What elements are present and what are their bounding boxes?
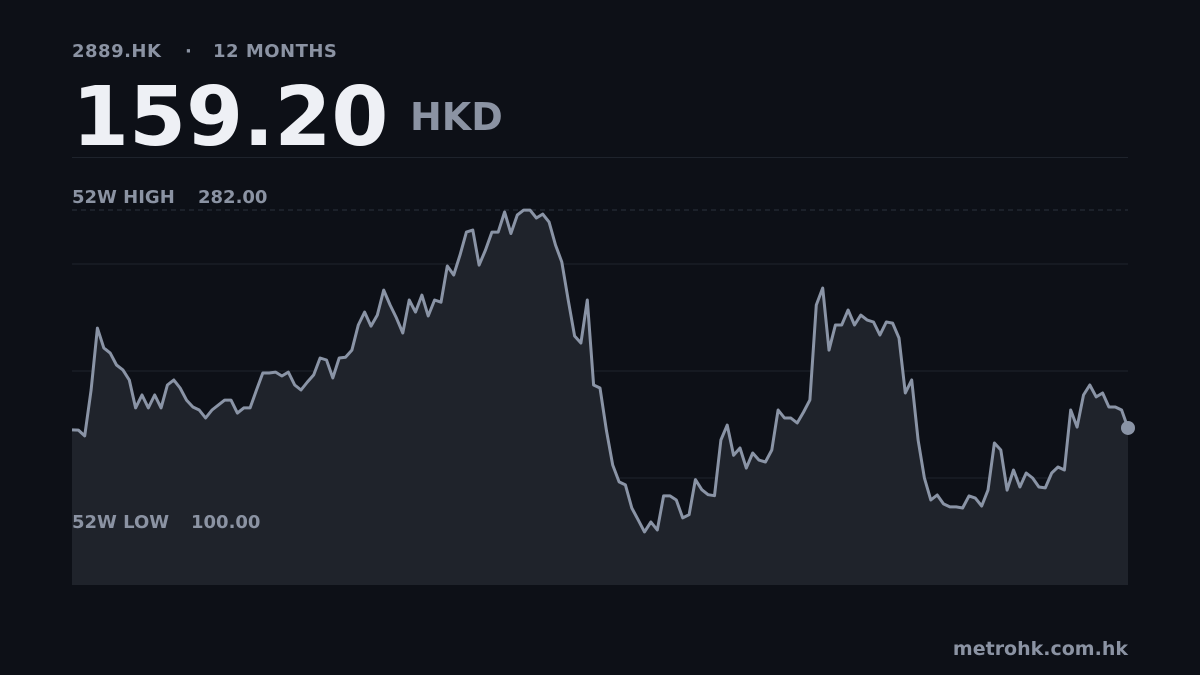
high-value: 282.00 [198,187,267,208]
last-point [1121,420,1135,435]
price: 159.20 [72,70,388,165]
currency: HKD [410,95,503,139]
site: metrohk.com.hk [953,638,1128,660]
period: 12 MONTHS [213,41,337,62]
low-value: 100.00 [191,512,260,533]
low-label: 52W LOW [72,512,169,533]
price-line [71,208,1130,534]
ticker: 2889.HK [72,41,162,62]
separator: · [185,41,192,62]
plot [71,208,1135,585]
high-label: 52W HIGH [72,187,175,208]
